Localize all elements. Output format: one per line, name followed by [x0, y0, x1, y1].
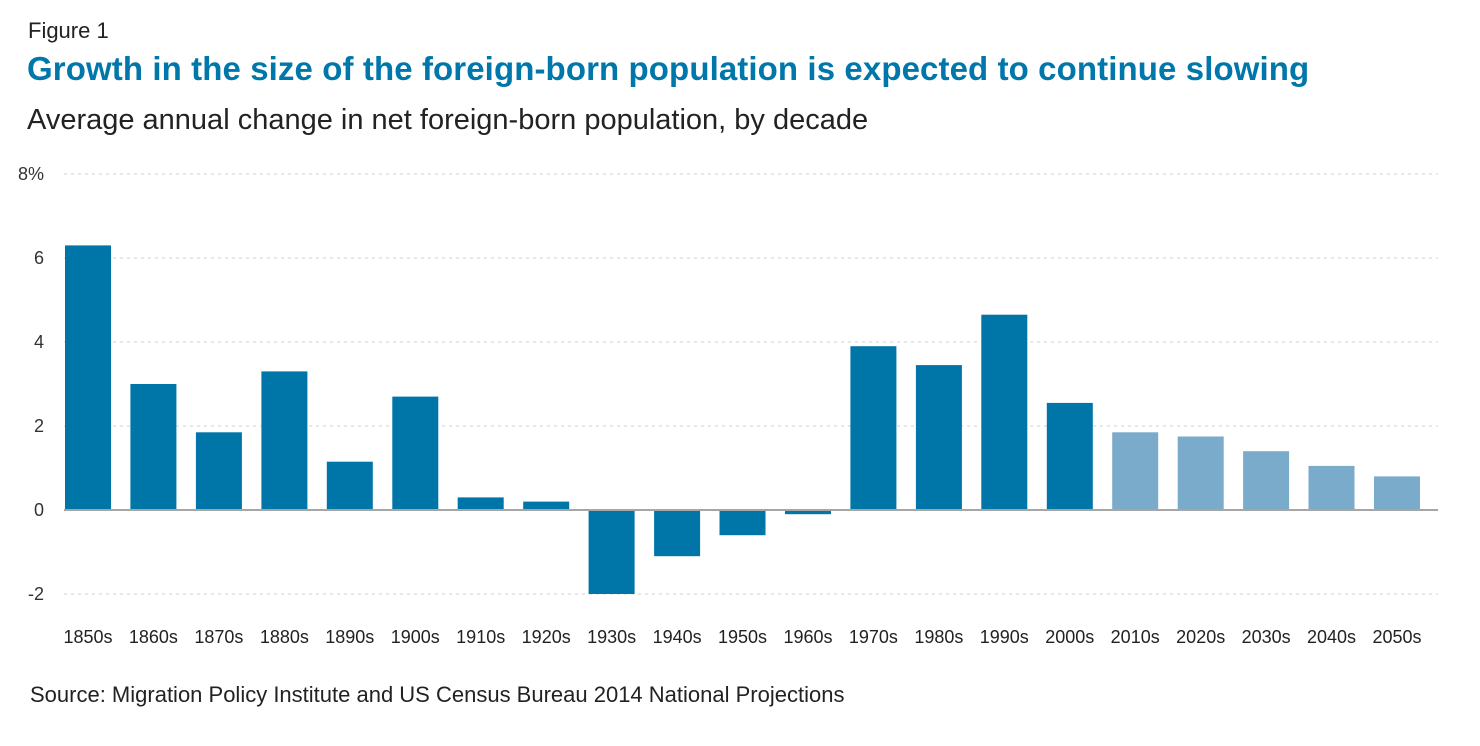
x-tick-label: 2000s — [1045, 627, 1094, 647]
chart-subtitle: Average annual change in net foreign-bor… — [27, 104, 869, 136]
bar-1950s — [719, 510, 766, 536]
x-tick-label: 2010s — [1111, 627, 1160, 647]
bar-1980s — [915, 365, 962, 510]
source-note: Source: Migration Policy Institute and U… — [30, 682, 845, 707]
x-tick-label: 1880s — [260, 627, 309, 647]
y-tick-label: -2 — [28, 584, 44, 604]
bar-1890s — [326, 461, 373, 510]
x-axis-labels: 1850s 1860s 1870s 1880s 1890s 1900s 1910s 1920s… — [63, 627, 1421, 647]
bar-1880s — [261, 371, 308, 510]
x-tick-label: 1860s — [129, 627, 178, 647]
x-tick-label: 1940s — [653, 627, 702, 647]
bar-1960s — [785, 510, 831, 515]
bar-1870s — [195, 432, 242, 510]
x-tick-label: 1910s — [456, 627, 505, 647]
y-tick-label: 0 — [34, 500, 44, 520]
bar-1900s — [392, 396, 439, 510]
x-tick-label: 1960s — [783, 627, 832, 647]
bar-2050s — [1374, 476, 1420, 510]
bar-2010s — [1112, 432, 1159, 510]
x-tick-label: 1950s — [718, 627, 767, 647]
bar-2020s — [1177, 436, 1224, 510]
bar-1990s — [981, 314, 1028, 510]
y-tick-label: 4 — [34, 332, 44, 352]
bar-1860s — [130, 384, 177, 510]
bar-1910s — [457, 497, 504, 510]
x-tick-label: 1980s — [914, 627, 963, 647]
x-tick-label: 1920s — [522, 627, 571, 647]
x-tick-label: 1930s — [587, 627, 636, 647]
x-tick-label: 1990s — [980, 627, 1029, 647]
bar-2000s — [1046, 402, 1093, 510]
x-tick-label: 1890s — [325, 627, 374, 647]
x-tick-label: 1850s — [63, 627, 112, 647]
x-tick-label: 1900s — [391, 627, 440, 647]
chart-title: Growth in the size of the foreign-born p… — [27, 50, 1310, 87]
x-tick-label: 2040s — [1307, 627, 1356, 647]
y-tick-label: 2 — [34, 416, 44, 436]
y-tick-label: 8% — [18, 164, 44, 184]
bar-1850s — [65, 245, 111, 510]
bar-1930s — [588, 510, 635, 594]
x-tick-label: 2030s — [1242, 627, 1291, 647]
y-axis-ticks: -2 0 2 4 6 8% — [18, 164, 44, 604]
figure-label: Figure 1 — [28, 18, 109, 43]
x-tick-label: 2020s — [1176, 627, 1225, 647]
bar-1940s — [654, 510, 701, 557]
x-tick-label: 1870s — [194, 627, 243, 647]
bar-1920s — [523, 501, 570, 510]
bar-2030s — [1243, 451, 1290, 510]
bar-2040s — [1308, 465, 1355, 510]
x-tick-label: 2050s — [1372, 627, 1421, 647]
bar-1970s — [850, 346, 897, 510]
x-tick-label: 1970s — [849, 627, 898, 647]
gridlines — [64, 173, 1438, 595]
y-tick-label: 6 — [34, 248, 44, 268]
bars — [65, 245, 1420, 594]
